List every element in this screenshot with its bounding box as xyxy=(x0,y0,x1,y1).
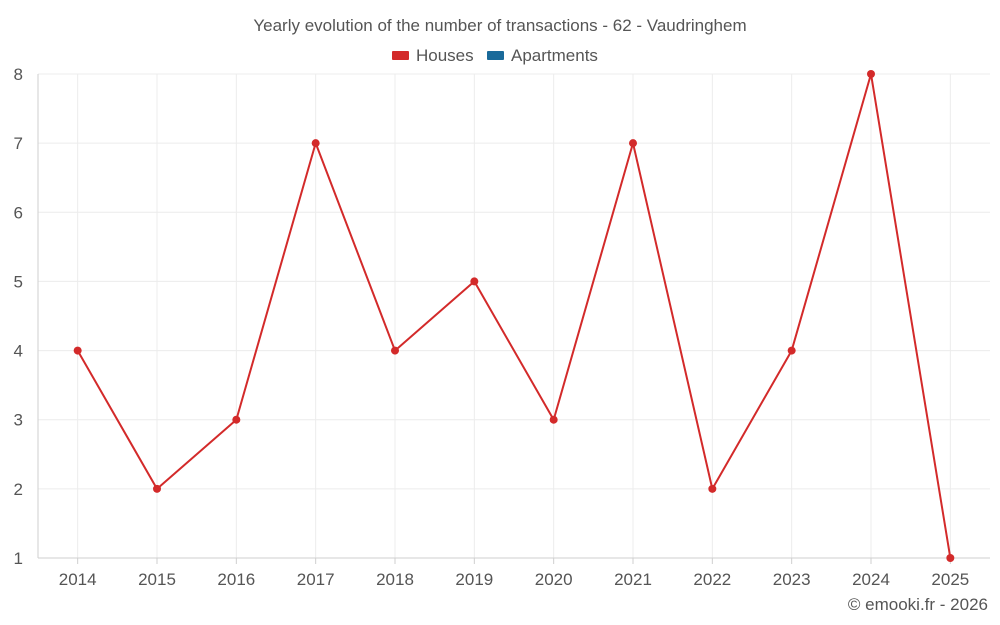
x-tick-label: 2017 xyxy=(297,570,335,589)
legend-item-houses[interactable]: Houses xyxy=(392,46,474,65)
series xyxy=(73,70,955,562)
data-point-houses[interactable] xyxy=(787,346,796,355)
data-point-houses[interactable] xyxy=(311,139,320,148)
legend-label-houses: Houses xyxy=(416,46,474,65)
y-tick-labels: 1 2 3 4 5 6 7 8 xyxy=(14,65,23,568)
data-point-houses[interactable] xyxy=(391,346,399,355)
grid xyxy=(38,73,990,559)
legend-label-apartments: Apartments xyxy=(511,46,598,65)
data-point-houses[interactable] xyxy=(232,415,241,424)
y-tick-label: 3 xyxy=(14,411,23,430)
x-tick-labels: 2014 2015 2016 2017 2018 2019 2020 2021 2022 2023… xyxy=(59,570,969,589)
x-tick-label: 2015 xyxy=(138,570,176,589)
y-tick-label: 7 xyxy=(14,134,23,153)
y-tick-label: 2 xyxy=(14,480,23,499)
credit-text: © emooki.fr - 2026 xyxy=(848,595,988,614)
x-tick-label: 2014 xyxy=(59,570,97,589)
legend-item-apartments[interactable]: Apartments xyxy=(487,46,598,65)
x-tick-label: 2023 xyxy=(773,570,811,589)
chart-title: Yearly evolution of the number of transa… xyxy=(253,16,746,35)
y-tick-label: 6 xyxy=(14,203,23,222)
x-tick-label: 2020 xyxy=(535,570,573,589)
legend-swatch-houses xyxy=(392,51,409,60)
y-tick-label: 1 xyxy=(14,549,23,568)
data-point-houses[interactable] xyxy=(470,277,479,286)
data-point-houses[interactable] xyxy=(867,70,875,78)
data-point-houses[interactable] xyxy=(708,484,717,493)
data-point-houses[interactable] xyxy=(549,415,558,424)
x-tick-label: 2021 xyxy=(614,570,652,589)
x-tick-label: 2018 xyxy=(376,570,414,589)
data-point-houses[interactable] xyxy=(946,554,955,562)
x-tick-label: 2016 xyxy=(217,570,255,589)
data-point-houses[interactable] xyxy=(629,139,637,148)
data-point-houses[interactable] xyxy=(153,484,161,493)
y-tick-label: 8 xyxy=(14,65,23,84)
x-tick-label: 2022 xyxy=(693,570,731,589)
x-tick-label: 2024 xyxy=(852,570,890,589)
axes xyxy=(37,74,990,564)
legend: Houses Apartments xyxy=(392,46,598,65)
x-tick-label: 2025 xyxy=(931,570,969,589)
y-tick-label: 4 xyxy=(14,342,23,361)
data-point-houses[interactable] xyxy=(73,346,82,355)
legend-swatch-apartments xyxy=(487,51,504,60)
x-tick-label: 2019 xyxy=(455,570,493,589)
series-line-houses xyxy=(76,73,952,559)
y-tick-label: 5 xyxy=(14,272,23,291)
